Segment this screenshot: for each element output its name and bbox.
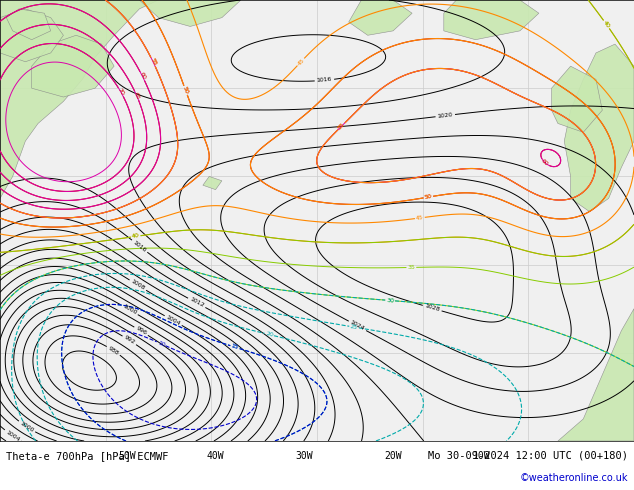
Text: 35: 35: [408, 265, 415, 270]
Text: 50: 50: [424, 194, 432, 200]
Text: 10: 10: [157, 340, 165, 347]
Polygon shape: [0, 0, 158, 198]
Text: 1004: 1004: [5, 429, 20, 442]
Text: 40W: 40W: [207, 451, 224, 461]
Polygon shape: [0, 9, 63, 62]
Text: 15: 15: [231, 343, 240, 351]
Text: 20: 20: [265, 331, 274, 338]
Text: 45: 45: [296, 57, 306, 67]
Text: 55: 55: [337, 122, 346, 131]
Text: 10W: 10W: [473, 451, 491, 461]
Polygon shape: [6, 9, 51, 40]
Text: 50: 50: [182, 86, 190, 95]
Text: 50: 50: [182, 86, 190, 95]
Text: 988: 988: [107, 345, 120, 356]
Text: ©weatheronline.co.uk: ©weatheronline.co.uk: [519, 473, 628, 483]
Text: 40: 40: [131, 233, 140, 240]
Text: 55: 55: [149, 57, 157, 67]
Text: 55: 55: [337, 122, 346, 131]
Polygon shape: [32, 35, 114, 97]
Text: 1024: 1024: [349, 320, 366, 332]
Text: 60: 60: [540, 158, 550, 167]
Polygon shape: [203, 176, 222, 190]
Text: 50: 50: [424, 194, 432, 200]
Text: 1020: 1020: [437, 112, 453, 119]
Text: 996: 996: [135, 326, 148, 337]
Text: 992: 992: [123, 335, 136, 345]
Text: Theta-e 700hPa [hPa] ECMWF: Theta-e 700hPa [hPa] ECMWF: [6, 451, 169, 461]
Text: 1000: 1000: [121, 304, 138, 316]
Text: 1008: 1008: [130, 279, 146, 292]
Text: 40: 40: [602, 20, 611, 29]
Text: 1016: 1016: [316, 77, 332, 83]
Text: 30: 30: [386, 298, 394, 303]
Text: 15: 15: [231, 343, 240, 351]
Text: 30W: 30W: [295, 451, 313, 461]
Text: 30: 30: [386, 298, 394, 303]
Text: 1028: 1028: [424, 304, 441, 313]
Text: 70: 70: [117, 87, 125, 97]
Text: 1004: 1004: [165, 315, 181, 326]
Text: 55: 55: [149, 57, 157, 67]
Text: 1016: 1016: [132, 240, 147, 253]
Text: 1012: 1012: [189, 297, 205, 309]
Text: Mo 30-09-2024 12:00 UTC (00+180): Mo 30-09-2024 12:00 UTC (00+180): [428, 451, 628, 461]
Text: 50W: 50W: [118, 451, 136, 461]
Polygon shape: [564, 44, 634, 212]
Text: 40: 40: [131, 233, 140, 240]
Text: 45: 45: [416, 215, 424, 221]
Polygon shape: [552, 66, 602, 132]
Text: 40: 40: [602, 20, 611, 29]
Text: 1000: 1000: [19, 420, 35, 433]
Text: 20W: 20W: [384, 451, 402, 461]
Polygon shape: [558, 309, 634, 441]
Text: 60: 60: [138, 72, 146, 81]
Polygon shape: [139, 0, 241, 26]
Text: 25: 25: [350, 324, 358, 330]
Text: 65: 65: [133, 91, 141, 100]
Polygon shape: [349, 0, 412, 35]
Polygon shape: [444, 0, 539, 40]
